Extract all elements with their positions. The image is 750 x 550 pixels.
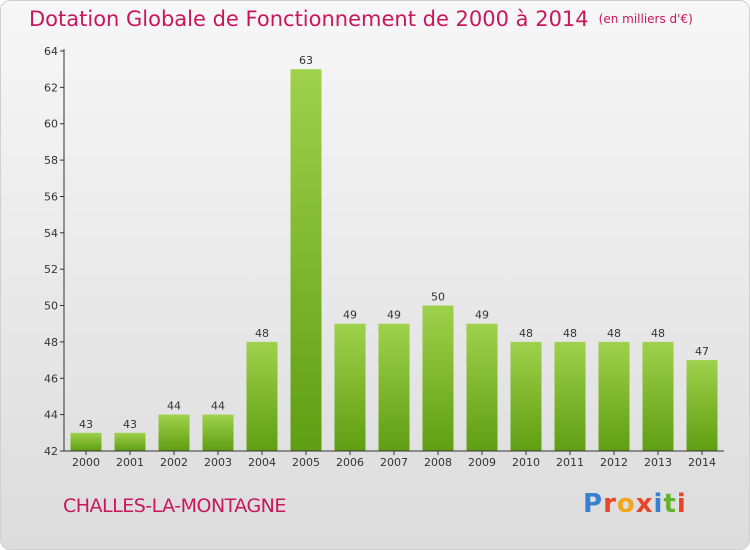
x-tick-label: 2005 <box>292 456 320 469</box>
logo-letter: r <box>603 489 617 519</box>
commune-name: CHALLES-LA-MONTAGNE <box>63 495 286 517</box>
bar-value-label: 48 <box>563 327 577 340</box>
bar-value-label: 44 <box>211 400 225 413</box>
bar-value-label: 43 <box>123 418 137 431</box>
bar-value-label: 43 <box>79 418 93 431</box>
logo-letter: P <box>583 489 604 519</box>
bar-value-label: 48 <box>255 327 269 340</box>
bar-value-label: 50 <box>431 291 445 304</box>
bar-value-label: 49 <box>387 309 401 322</box>
logo-letter: i <box>676 489 687 519</box>
x-tick-label: 2009 <box>468 456 496 469</box>
bar-value-label: 49 <box>475 309 489 322</box>
bars-group: 43 43 44 44 48 63 49 49 50 49 48 48 48 48 47 <box>70 54 718 451</box>
x-tick-label: 2003 <box>204 456 232 469</box>
x-tick-label: 2012 <box>600 456 628 469</box>
chart-title-text: Dotation Globale de Fonctionnement de 20… <box>29 7 589 31</box>
y-tick-label: 42 <box>44 445 58 458</box>
y-tick-label: 54 <box>44 227 58 240</box>
y-tick-label: 64 <box>44 45 58 58</box>
x-tick-label: 2008 <box>424 456 452 469</box>
y-tick-label: 62 <box>44 81 58 94</box>
bar-value-label: 63 <box>299 54 313 67</box>
bar <box>598 341 630 451</box>
bar <box>290 69 322 451</box>
x-tick-label: 2011 <box>556 456 584 469</box>
bar <box>422 305 454 451</box>
bar <box>334 323 366 451</box>
y-tick-label: 56 <box>44 191 58 204</box>
logo-letter: x <box>635 489 654 519</box>
proxiti-logo: Proxiti <box>583 489 687 519</box>
y-tick-label: 50 <box>44 300 58 313</box>
bar <box>70 432 102 451</box>
bar <box>686 360 718 451</box>
x-tick-label: 2010 <box>512 456 540 469</box>
x-tick-label: 2006 <box>336 456 364 469</box>
y-tick-label: 44 <box>44 409 58 422</box>
x-tick-label: 2000 <box>72 456 100 469</box>
logo-letter: o <box>616 489 636 519</box>
y-tick-label: 52 <box>44 263 58 276</box>
x-tick-label: 2004 <box>248 456 276 469</box>
chart-subtitle: (en milliers d'€) <box>598 12 693 26</box>
y-tick-label: 60 <box>44 118 58 131</box>
bar-value-label: 48 <box>651 327 665 340</box>
bar <box>378 323 410 451</box>
axes-group: 2000 2001 2002 2003 2004 2005 2006 2007 2008 2009… <box>44 45 724 469</box>
y-tick-label: 58 <box>44 154 58 167</box>
bar-value-label: 49 <box>343 309 357 322</box>
x-tick-label: 2007 <box>380 456 408 469</box>
y-tick-label: 48 <box>44 336 58 349</box>
bar-value-label: 48 <box>607 327 621 340</box>
logo-letter: t <box>663 489 677 519</box>
logo-letter: i <box>653 489 664 519</box>
bar-value-label: 48 <box>519 327 533 340</box>
x-tick-label: 2013 <box>644 456 672 469</box>
bar-value-label: 44 <box>167 400 181 413</box>
bar <box>114 432 146 451</box>
chart-title: Dotation Globale de Fonctionnement de 20… <box>29 7 693 31</box>
y-tick-label: 46 <box>44 372 58 385</box>
bar-value-label: 47 <box>695 345 709 358</box>
x-tick-label: 2014 <box>688 456 716 469</box>
bar <box>510 341 542 451</box>
bar <box>642 341 674 451</box>
bar <box>158 414 190 451</box>
bar <box>554 341 586 451</box>
bar <box>466 323 498 451</box>
x-tick-label: 2001 <box>116 456 144 469</box>
bar <box>246 341 278 451</box>
bar <box>202 414 234 451</box>
x-tick-label: 2002 <box>160 456 188 469</box>
